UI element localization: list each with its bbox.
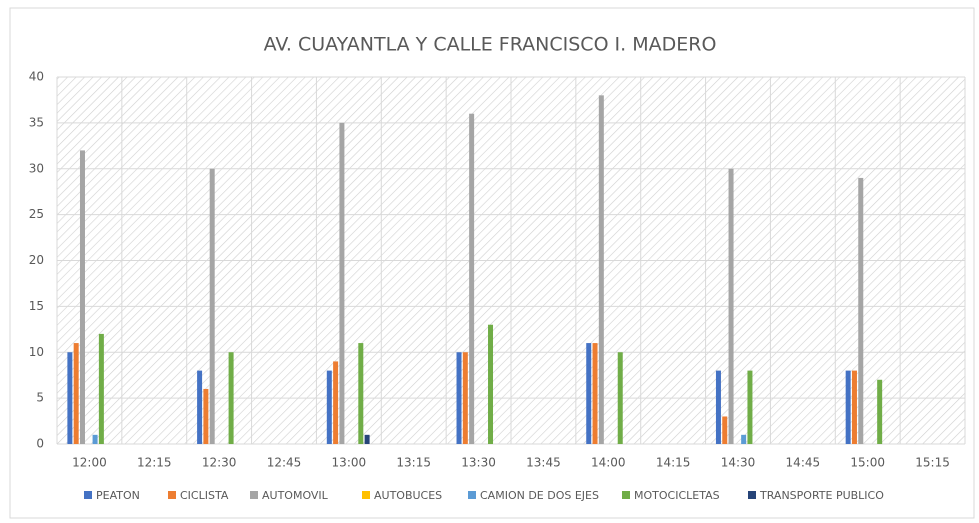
bar xyxy=(228,352,234,444)
bar xyxy=(209,168,215,444)
x-tick-label: 14:45 xyxy=(786,456,821,470)
legend-swatch xyxy=(84,491,92,499)
x-tick-label: 14:15 xyxy=(656,456,691,470)
x-tick-label: 14:00 xyxy=(591,456,626,470)
legend-swatch xyxy=(622,491,630,499)
bar xyxy=(728,168,734,444)
bar xyxy=(462,352,468,444)
y-tick-label: 40 xyxy=(29,70,44,84)
y-tick-label: 30 xyxy=(29,161,44,175)
bar xyxy=(358,343,364,444)
bar xyxy=(722,416,728,444)
y-tick-label: 10 xyxy=(29,345,44,359)
legend-label: CAMION DE DOS EJES xyxy=(480,489,599,502)
chart-title: AV. CUAYANTLA Y CALLE FRANCISCO I. MADER… xyxy=(264,34,717,56)
bar xyxy=(877,379,883,444)
bar xyxy=(197,370,203,444)
legend-label: PEATON xyxy=(96,489,140,502)
legend-swatch xyxy=(362,491,370,499)
x-tick-label: 12:45 xyxy=(267,456,302,470)
bar xyxy=(488,324,494,444)
bar xyxy=(203,388,209,444)
x-tick-label: 12:15 xyxy=(137,456,172,470)
bar xyxy=(333,361,339,444)
bar xyxy=(851,370,857,444)
x-tick-label: 15:15 xyxy=(915,456,950,470)
bar xyxy=(715,370,721,444)
x-tick-label: 13:15 xyxy=(396,456,431,470)
legend-swatch xyxy=(748,491,756,499)
bar xyxy=(598,95,604,444)
x-tick-label: 13:30 xyxy=(461,456,496,470)
bar xyxy=(456,352,462,444)
x-tick-label: 12:00 xyxy=(72,456,107,470)
legend-swatch xyxy=(168,491,176,499)
y-tick-label: 35 xyxy=(29,115,44,129)
legend-swatch xyxy=(250,491,258,499)
bar xyxy=(845,370,851,444)
bar xyxy=(364,434,370,444)
x-tick-label: 15:00 xyxy=(850,456,885,470)
x-tick-label: 13:45 xyxy=(526,456,561,470)
legend-label: MOTOCICLETAS xyxy=(634,489,720,502)
bar xyxy=(586,343,592,444)
legend-label: AUTOBUCES xyxy=(374,489,442,502)
bar xyxy=(592,343,598,444)
bar xyxy=(469,113,475,444)
bar xyxy=(339,122,345,444)
bar xyxy=(747,370,753,444)
bar xyxy=(67,352,73,444)
legend-label: AUTOMOVIL xyxy=(262,489,329,502)
y-tick-label: 25 xyxy=(29,207,44,221)
y-tick-label: 15 xyxy=(29,299,44,313)
legend-label: TRANSPORTE PUBLICO xyxy=(759,489,884,502)
y-tick-label: 5 xyxy=(36,391,44,405)
bar xyxy=(858,177,864,445)
y-tick-label: 0 xyxy=(36,437,44,451)
x-tick-label: 14:30 xyxy=(721,456,756,470)
legend-swatch xyxy=(468,491,476,499)
legend-label: CICLISTA xyxy=(180,489,229,502)
bar xyxy=(326,370,332,444)
bar xyxy=(617,352,623,444)
bar xyxy=(79,150,85,444)
bar xyxy=(741,434,747,444)
bar xyxy=(92,434,98,444)
bar xyxy=(73,343,79,444)
x-tick-label: 12:30 xyxy=(202,456,237,470)
x-tick-label: 13:00 xyxy=(332,456,367,470)
y-tick-label: 20 xyxy=(29,253,44,267)
bar xyxy=(98,333,104,444)
